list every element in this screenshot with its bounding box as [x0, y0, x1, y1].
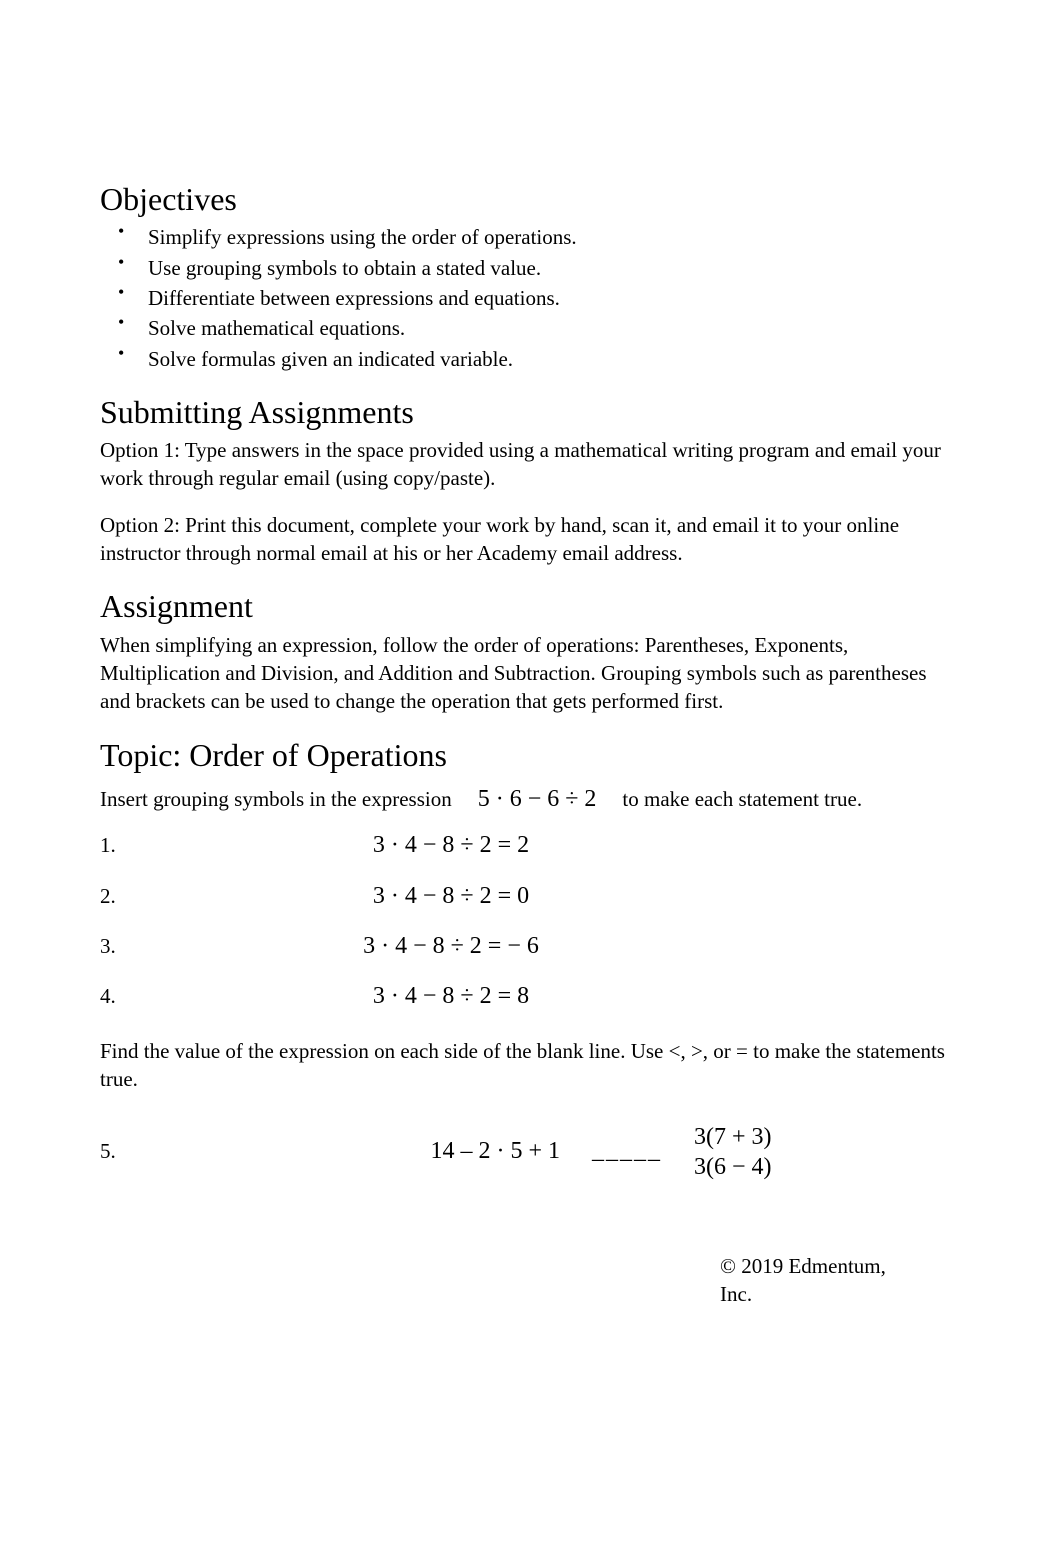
problem5-right-bottom: 3(6 − 4): [694, 1152, 772, 1182]
copyright-line1: © 2019 Edmentum,: [720, 1252, 962, 1280]
copyright: © 2019 Edmentum, Inc.: [720, 1252, 962, 1309]
insert-expression: 5 · 6 − 6 ÷ 2: [478, 783, 597, 815]
problem5-right-top: 3(7 + 3): [694, 1122, 772, 1152]
problem-row: 3. 3 · 4 − 8 ÷ 2 = − 6: [100, 930, 962, 962]
problem5-right: 3(7 + 3) 3(6 − 4): [694, 1122, 772, 1182]
assignment-intro: When simplifying an expression, follow t…: [100, 631, 962, 716]
problem-expression: 3 · 4 − 8 ÷ 2 = 8: [373, 983, 529, 1009]
problem-row: 2. 3 · 4 − 8 ÷ 2 = 0: [100, 880, 962, 912]
problem-number: 5.: [100, 1137, 140, 1165]
assignment-heading: Assignment: [100, 585, 962, 628]
objective-item: Solve formulas given an indicated variab…: [118, 345, 962, 373]
problem5-left: 14 – 2 · 5 + 1: [430, 1135, 560, 1167]
topic-heading: Topic: Order of Operations: [100, 734, 962, 777]
problem-number: 2.: [100, 882, 140, 910]
problem-number: 3.: [100, 932, 140, 960]
problem-expression: 3 · 4 − 8 ÷ 2 = 2: [373, 832, 529, 858]
problem-expression: 3 · 4 − 8 ÷ 2 = − 6: [363, 933, 539, 959]
submitting-option2: Option 2: Print this document, complete …: [100, 511, 962, 568]
problem-row: 4. 3 · 4 − 8 ÷ 2 = 8: [100, 980, 962, 1012]
insert-suffix: to make each statement true.: [622, 785, 862, 813]
copyright-line2: Inc.: [720, 1280, 962, 1308]
submitting-option1: Option 1: Type answers in the space prov…: [100, 436, 962, 493]
problem5-blank: _____: [592, 1135, 662, 1167]
find-value-text: Find the value of the expression on each…: [100, 1037, 962, 1094]
objective-item: Solve mathematical equations.: [118, 314, 962, 342]
insert-prefix: Insert grouping symbols in the expressio…: [100, 785, 452, 813]
problem-number: 1.: [100, 831, 140, 859]
problem-row: 1. 3 · 4 − 8 ÷ 2 = 2: [100, 829, 962, 861]
objective-item: Use grouping symbols to obtain a stated …: [118, 254, 962, 282]
objectives-list: Simplify expressions using the order of …: [100, 223, 962, 373]
problem-number: 4.: [100, 982, 140, 1010]
objective-item: Simplify expressions using the order of …: [118, 223, 962, 251]
submitting-heading: Submitting Assignments: [100, 391, 962, 434]
insert-grouping-line: Insert grouping symbols in the expressio…: [100, 783, 962, 815]
problem-5-row: 5. 14 – 2 · 5 + 1 _____ 3(7 + 3) 3(6 − 4…: [100, 1122, 962, 1182]
objectives-heading: Objectives: [100, 178, 962, 221]
objective-item: Differentiate between expressions and eq…: [118, 284, 962, 312]
problem-expression: 3 · 4 − 8 ÷ 2 = 0: [373, 883, 529, 909]
